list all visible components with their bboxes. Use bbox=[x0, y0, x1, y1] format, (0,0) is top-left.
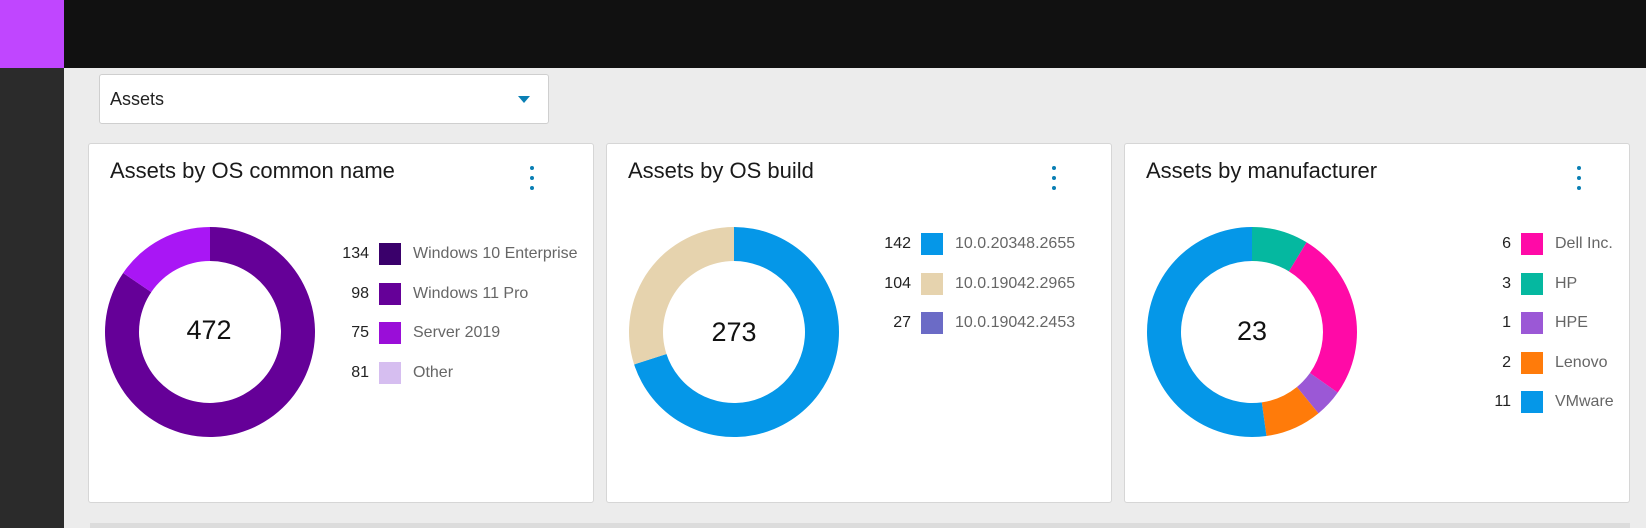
legend-swatch bbox=[921, 312, 943, 334]
donut-total: 472 bbox=[186, 315, 232, 345]
donut-segment-2[interactable] bbox=[1296, 373, 1338, 414]
top-bar bbox=[0, 0, 1646, 68]
donut-segment-4[interactable] bbox=[1146, 227, 1267, 437]
legend-count: 142 bbox=[884, 235, 911, 252]
more-vertical-icon[interactable] bbox=[1569, 166, 1589, 194]
legend-count: 3 bbox=[1502, 274, 1511, 292]
card-title: Assets by manufacturer bbox=[1146, 158, 1378, 183]
legend-item[interactable]: 104 10.0.19042.2965 bbox=[875, 272, 1075, 296]
more-vertical-icon[interactable] bbox=[1044, 166, 1064, 194]
legend-swatch bbox=[921, 272, 943, 295]
legend-count: 81 bbox=[351, 363, 369, 381]
legend-swatch bbox=[1521, 312, 1543, 334]
legend-label: Windows 10 Enterprise bbox=[413, 245, 578, 262]
donut-total: 23 bbox=[1236, 316, 1268, 346]
legend-count: 11 bbox=[1494, 393, 1511, 410]
donut-segment-0[interactable] bbox=[634, 227, 839, 437]
donut-segment-0[interactable] bbox=[105, 227, 315, 437]
brand-tile[interactable] bbox=[0, 0, 64, 68]
legend-label: 10.0.20348.2655 bbox=[955, 235, 1076, 252]
donut-segment-1[interactable] bbox=[1288, 242, 1357, 393]
legend-label: 10.0.19042.2965 bbox=[955, 274, 1076, 292]
legend-label: HPE bbox=[1555, 314, 1588, 331]
legend-count: 27 bbox=[893, 314, 911, 331]
legend-label: Server 2019 bbox=[413, 324, 501, 341]
legend-swatch bbox=[379, 243, 401, 265]
legend-item[interactable]: 11 VMware bbox=[1475, 390, 1614, 414]
donut-total: 273 bbox=[711, 317, 757, 347]
legend-item[interactable]: 2 Lenovo bbox=[1475, 351, 1608, 375]
card-title: Assets by OS common name bbox=[110, 158, 395, 183]
donut-segment-0[interactable] bbox=[1252, 227, 1307, 272]
card-os-common-name: Assets by OS common name 472 134 Windows … bbox=[88, 143, 594, 503]
legend-label: VMware bbox=[1555, 393, 1614, 410]
legend-label: Other bbox=[413, 363, 454, 381]
legend-count: 104 bbox=[884, 274, 911, 292]
legend-label: Windows 11 Pro bbox=[413, 284, 529, 302]
more-vertical-icon[interactable] bbox=[522, 166, 542, 194]
legend-item[interactable]: 3 HP bbox=[1475, 272, 1577, 296]
legend-count: 1 bbox=[1502, 314, 1511, 331]
donut-segment-1[interactable] bbox=[629, 227, 734, 365]
legend-label: HP bbox=[1555, 274, 1578, 292]
view-selector[interactable]: Assets bbox=[99, 74, 549, 124]
legend-label: Lenovo bbox=[1555, 353, 1608, 371]
donut-chart bbox=[1146, 227, 1357, 437]
chevron-down-icon[interactable] bbox=[518, 96, 530, 103]
legend-item[interactable]: 1 HPE bbox=[1475, 311, 1588, 335]
legend-count: 75 bbox=[351, 324, 369, 341]
donut-chart bbox=[629, 227, 839, 437]
legend-swatch bbox=[1521, 233, 1543, 255]
legend-swatch bbox=[1521, 272, 1543, 295]
donut-segment-3[interactable] bbox=[1261, 386, 1319, 436]
legend-swatch bbox=[1521, 351, 1543, 374]
legend-swatch bbox=[379, 361, 401, 384]
legend-count: 6 bbox=[1502, 235, 1511, 252]
legend-item[interactable]: 98 Windows 11 Pro bbox=[333, 282, 528, 306]
legend-item[interactable]: 134 Windows 10 Enterprise bbox=[333, 242, 578, 266]
donut-chart bbox=[105, 227, 315, 437]
legend-swatch bbox=[921, 233, 943, 255]
card-title: Assets by OS build bbox=[628, 158, 814, 183]
legend-label: Dell Inc. bbox=[1555, 235, 1613, 252]
legend-item[interactable]: 81 Other bbox=[333, 361, 453, 385]
legend-item[interactable]: 6 Dell Inc. bbox=[1475, 232, 1613, 256]
donut-segment-1[interactable] bbox=[123, 227, 210, 293]
card-os-build: Assets by OS build 273 142 10.0.20348.265… bbox=[606, 143, 1112, 503]
legend-count: 2 bbox=[1502, 353, 1511, 371]
legend-swatch bbox=[1521, 391, 1543, 413]
legend-count: 98 bbox=[351, 284, 369, 302]
left-rail bbox=[0, 68, 64, 528]
legend-item[interactable]: 27 10.0.19042.2453 bbox=[875, 311, 1075, 335]
legend-item[interactable]: 142 10.0.20348.2655 bbox=[875, 232, 1075, 256]
card-manufacturer: Assets by manufacturer 23 6 Dell Inc. 3 HP 1… bbox=[1124, 143, 1630, 503]
legend-label: 10.0.19042.2453 bbox=[955, 314, 1076, 331]
legend-count: 134 bbox=[342, 245, 369, 262]
legend-item[interactable]: 75 Server 2019 bbox=[333, 321, 500, 345]
legend-swatch bbox=[379, 322, 401, 344]
legend-swatch bbox=[379, 282, 401, 305]
next-row-edge bbox=[90, 523, 1630, 528]
view-selector-value: Assets bbox=[110, 88, 165, 109]
